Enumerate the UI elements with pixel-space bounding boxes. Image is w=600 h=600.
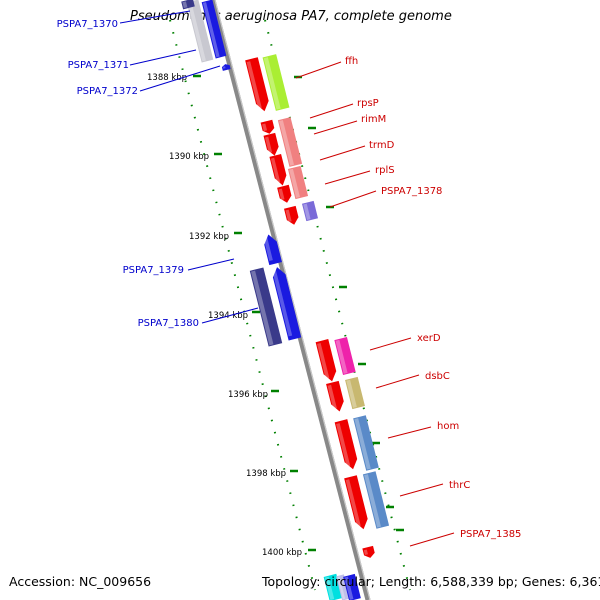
reverse-gene-label-leader bbox=[129, 49, 197, 66]
topology-text: Topology: circular; Length: 6,588,339 bp… bbox=[262, 574, 600, 589]
kbp-tick-label: 1400 kbp bbox=[262, 548, 302, 558]
gene-rpsp-arrow bbox=[260, 119, 275, 134]
forward-gene-label-leader bbox=[319, 145, 366, 161]
forward-gene-label: xerD bbox=[417, 333, 441, 344]
forward-gene-label-leader bbox=[375, 374, 420, 389]
forward-gene-label: hom bbox=[437, 421, 459, 432]
gene-psp7-1371-block bbox=[201, 0, 227, 59]
forward-gene-label: trmD bbox=[369, 140, 395, 151]
forward-gene-label: ffh bbox=[345, 56, 358, 67]
forward-gene-label: rplS bbox=[375, 165, 395, 176]
gene-ffh-arrow bbox=[245, 57, 269, 112]
gene-trmd-colored bbox=[287, 165, 309, 200]
gene-trmd-arrow bbox=[269, 154, 287, 186]
gene-psp7-1370-block bbox=[186, 0, 214, 63]
gene-psp7-1380-arrow bbox=[272, 267, 302, 341]
forward-gene-label: PSPA7_1385 bbox=[460, 529, 521, 540]
reverse-gene-label: PSPA7_1371 bbox=[68, 60, 129, 71]
reverse-gene-label: PSPA7_1380 bbox=[138, 318, 199, 329]
reverse-gene-label: PSPA7_1370 bbox=[57, 19, 118, 30]
forward-gene-label-leader bbox=[409, 532, 455, 547]
forward-gene-label-leader bbox=[324, 170, 371, 185]
kbp-tick-label: 1388 kbp bbox=[147, 73, 187, 83]
gene-psp7-1385-arrow bbox=[362, 545, 375, 558]
reverse-gene-label: PSPA7_1372 bbox=[77, 86, 138, 97]
gene-dsbc-arrow bbox=[326, 380, 344, 412]
reverse-gene-label-leader bbox=[139, 65, 221, 92]
gene-psp7-1379-arrow bbox=[263, 234, 282, 266]
forward-gene-label-leader bbox=[295, 61, 342, 79]
forward-gene-label-leader bbox=[309, 103, 354, 119]
gene-thrc-colored bbox=[362, 471, 390, 529]
kbp-tick-label: 1390 kbp bbox=[169, 152, 209, 162]
forward-gene-label-leader bbox=[399, 483, 444, 497]
gene-hom-arrow bbox=[334, 419, 358, 470]
gene-top-dark bbox=[181, 0, 195, 10]
forward-gene-label-leader bbox=[369, 337, 412, 351]
gene-psp7-1378-arrow bbox=[284, 205, 299, 225]
gene-ffh-colored bbox=[262, 54, 290, 111]
gene-bottom-grey bbox=[336, 574, 350, 600]
forward-gene-label: rimM bbox=[361, 114, 386, 125]
reverse-gene-label-leader bbox=[119, 10, 191, 24]
forward-gene-label-leader bbox=[313, 120, 358, 135]
gene-rimm-colored bbox=[277, 117, 303, 167]
gene-hom-colored bbox=[353, 415, 379, 471]
gene-xerd-arrow bbox=[315, 339, 337, 382]
gene-psp7-1380-dark-block bbox=[249, 267, 283, 347]
gene-bottom-blue bbox=[343, 573, 361, 600]
kbp-tick-label: 1392 kbp bbox=[189, 232, 229, 242]
reverse-gene-label-leader bbox=[187, 258, 235, 271]
accession-text: Accession: NC_009656 bbox=[9, 574, 152, 589]
reverse-gene-label-leader bbox=[201, 307, 259, 324]
forward-gene-label: dsbC bbox=[425, 371, 450, 382]
forward-gene-label-leader bbox=[387, 426, 432, 439]
genome-backbone-highlight bbox=[214, 0, 371, 600]
gene-psp7-1378-colored bbox=[302, 200, 318, 222]
gene-rimm-arrow bbox=[263, 132, 279, 156]
gene-thrc-arrow bbox=[344, 475, 368, 530]
gene-dsbc-colored bbox=[345, 376, 365, 410]
gene-xerd-colored bbox=[334, 336, 356, 376]
gene-rpls-arrow bbox=[277, 184, 292, 203]
forward-gene-label: PSPA7_1378 bbox=[381, 186, 442, 197]
reverse-gene-label: PSPA7_1379 bbox=[123, 265, 184, 276]
forward-gene-label: thrC bbox=[449, 480, 470, 491]
gene-psp7-1372-arrow bbox=[221, 64, 231, 71]
forward-gene-label-leader bbox=[329, 190, 377, 208]
forward-gene-label: rpsP bbox=[357, 98, 379, 109]
kbp-tick-label: 1398 kbp bbox=[246, 469, 286, 479]
kbp-tick-label: 1396 kbp bbox=[228, 390, 268, 400]
